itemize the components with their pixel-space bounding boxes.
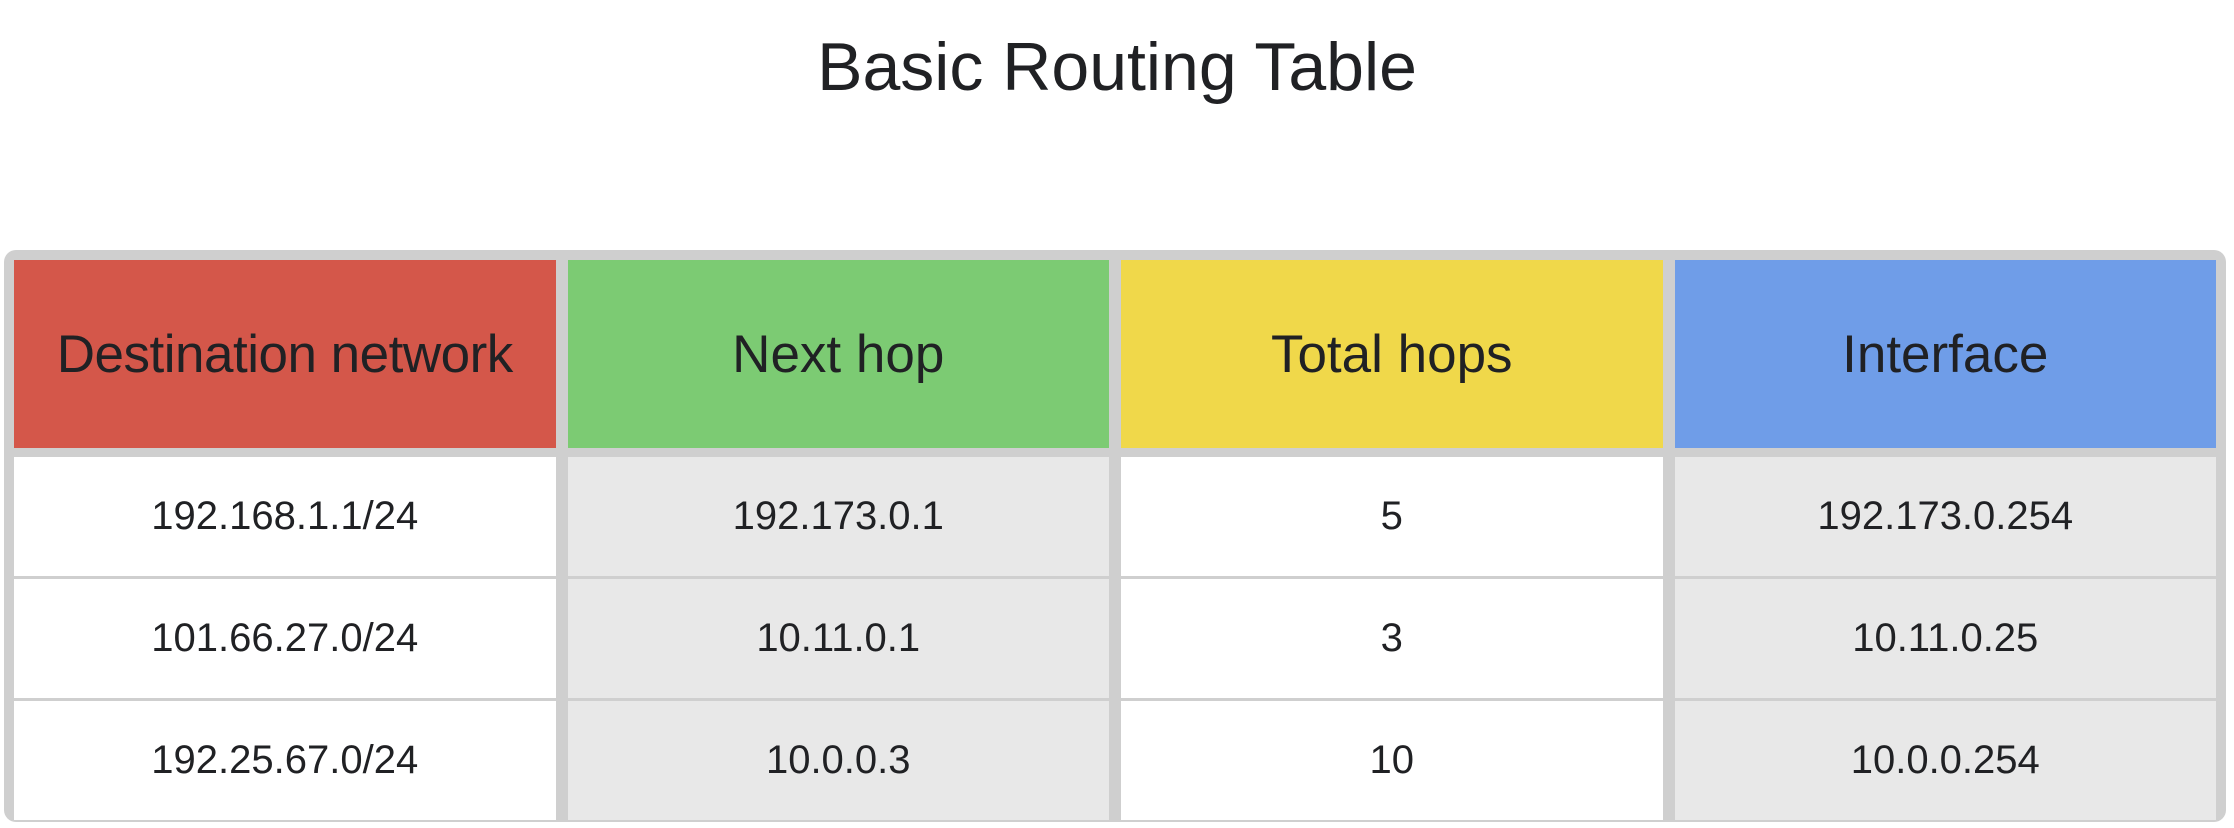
- header-row: Destination network Next hop Total hops …: [14, 260, 2216, 448]
- cell-next-hop: 10.11.0.1: [567, 579, 1109, 698]
- header-destination-network: Destination network: [14, 260, 556, 448]
- header-interface: Interface: [1674, 260, 2216, 448]
- cell-destination-network: 192.168.1.1/24: [14, 451, 556, 576]
- cell-interface: 192.173.0.254: [1674, 451, 2216, 576]
- header-next-hop: Next hop: [567, 260, 1109, 448]
- cell-total-hops: 5: [1121, 451, 1663, 576]
- header-total-hops: Total hops: [1121, 260, 1663, 448]
- table-row: 192.25.67.0/24 10.0.0.3 10 10.0.0.254: [14, 701, 2216, 820]
- table-row: 101.66.27.0/24 10.11.0.1 3 10.11.0.25: [14, 579, 2216, 698]
- routing-table-frame: Destination network Next hop Total hops …: [4, 250, 2226, 822]
- cell-interface: 10.11.0.25: [1674, 579, 2216, 698]
- cell-next-hop: 10.0.0.3: [567, 701, 1109, 820]
- table-title: Basic Routing Table: [817, 29, 1417, 105]
- cell-destination-network: 101.66.27.0/24: [14, 579, 556, 698]
- cell-next-hop: 192.173.0.1: [567, 451, 1109, 576]
- cell-interface: 10.0.0.254: [1674, 701, 2216, 820]
- cell-total-hops: 3: [1121, 579, 1663, 698]
- cell-destination-network: 192.25.67.0/24: [14, 701, 556, 820]
- table-row: 192.168.1.1/24 192.173.0.1 5 192.173.0.2…: [14, 451, 2216, 576]
- cell-total-hops: 10: [1121, 701, 1663, 820]
- routing-table: Destination network Next hop Total hops …: [2, 257, 2228, 823]
